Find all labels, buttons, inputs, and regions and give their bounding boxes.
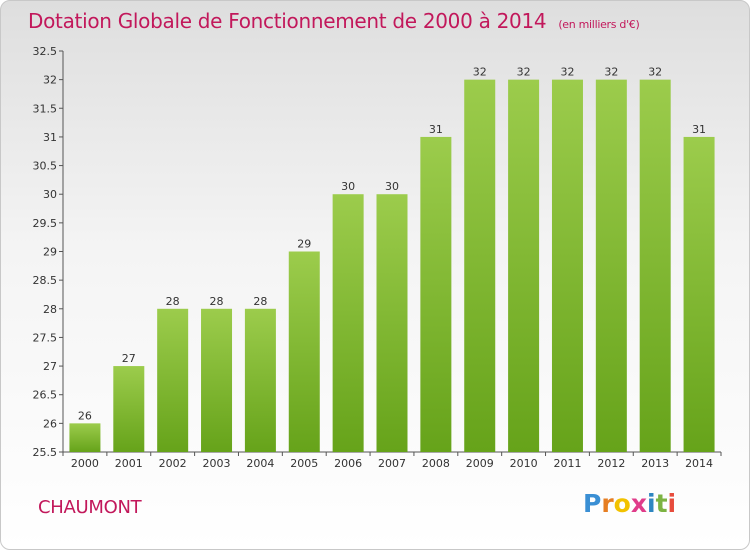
bar-value-label: 30 [385, 180, 399, 193]
x-tick-label: 2003 [203, 457, 231, 470]
y-tick-label: 32 [43, 74, 57, 87]
bar-value-label: 32 [517, 66, 531, 79]
y-tick-label: 30.5 [33, 160, 58, 173]
chart-labels: 26 27 28 28 28 29 30 30 31 32 32 32 32 32 31 [78, 66, 706, 423]
y-tick-label: 27.5 [33, 331, 58, 344]
x-tick-label: 2009 [466, 457, 494, 470]
bar [464, 79, 496, 453]
bar [595, 79, 627, 453]
bar [551, 79, 583, 453]
chart-subtitle: (en milliers d'€) [558, 18, 640, 31]
y-tick-label: 30 [43, 188, 57, 201]
bar-value-label: 28 [166, 295, 180, 308]
y-tick-label: 27 [43, 360, 57, 373]
y-tick-label: 28 [43, 303, 57, 316]
x-tick-label: 2002 [159, 457, 187, 470]
bar-value-label: 31 [429, 123, 443, 136]
y-tick-label: 31.5 [33, 102, 58, 115]
bar-value-label: 31 [692, 123, 706, 136]
chart-title: Dotation Globale de Fonctionnement de 20… [28, 9, 640, 33]
bar [508, 79, 540, 453]
commune-name: CHAUMONT [38, 497, 142, 518]
y-tick-label: 29 [43, 246, 57, 259]
bar [201, 308, 233, 452]
x-tick-label: 2013 [641, 457, 669, 470]
bar-value-label: 27 [122, 352, 136, 365]
y-tick-label: 32.5 [33, 45, 58, 58]
x-tick-label: 2004 [246, 457, 274, 470]
bar-value-label: 26 [78, 409, 92, 422]
bar [376, 194, 408, 452]
bar [639, 79, 671, 453]
y-tick-label: 25.5 [33, 446, 58, 459]
bar-value-label: 28 [253, 295, 267, 308]
bar-value-label: 32 [648, 66, 662, 79]
y-tick-label: 28.5 [33, 274, 58, 287]
y-tick-label: 31 [43, 131, 57, 144]
x-tick-label: 2001 [115, 457, 143, 470]
bar-value-label: 32 [560, 66, 574, 79]
bar-value-label: 30 [341, 180, 355, 193]
x-tick-label: 2010 [510, 457, 538, 470]
bar [113, 366, 145, 452]
y-tick-label: 29.5 [33, 217, 58, 230]
bar [420, 136, 452, 452]
bar [244, 308, 276, 452]
y-tick-label: 26 [43, 417, 57, 430]
x-tick-label: 2008 [422, 457, 450, 470]
bar [288, 251, 320, 452]
bar [69, 423, 101, 452]
x-tick-label: 2014 [685, 457, 713, 470]
bar-value-label: 28 [210, 295, 224, 308]
bar-value-label: 32 [604, 66, 618, 79]
x-tick-label: 2005 [290, 457, 318, 470]
bar-value-label: 29 [297, 238, 311, 251]
bar [332, 194, 364, 452]
chart-axes: 25.5 26 26.5 27 27.5 28 28.5 29 29.5 30 30.5 31 31.5… [33, 45, 722, 470]
x-tick-label: 2012 [597, 457, 625, 470]
x-tick-label: 2006 [334, 457, 362, 470]
bar-value-label: 32 [473, 66, 487, 79]
proxiti-logo: Proxiti [583, 489, 677, 518]
y-tick-label: 26.5 [33, 389, 58, 402]
x-tick-label: 2000 [71, 457, 99, 470]
title-text: Dotation Globale de Fonctionnement de 20… [28, 9, 547, 33]
bar [683, 136, 715, 452]
chart-bars [69, 79, 715, 453]
bar [157, 308, 189, 452]
x-tick-label: 2007 [378, 457, 406, 470]
x-tick-label: 2011 [553, 457, 581, 470]
